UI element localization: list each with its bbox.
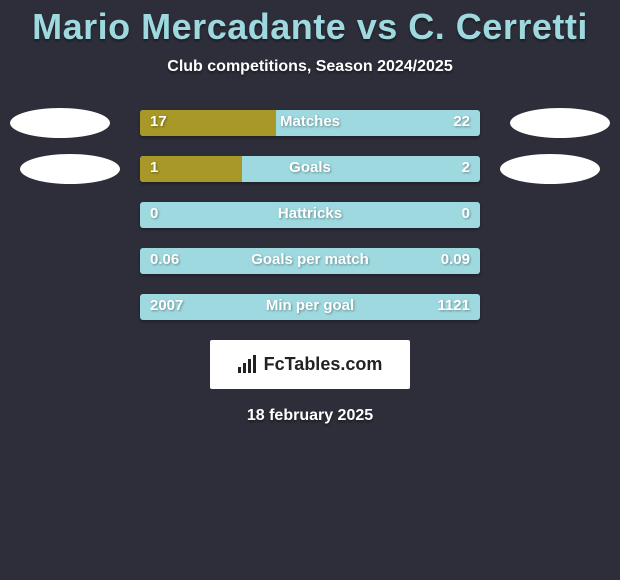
stat-value-right: 0.09	[441, 251, 470, 268]
stat-bar: 0Hattricks0	[140, 202, 480, 228]
stat-bar: 2007Min per goal1121	[140, 294, 480, 320]
stat-bar-fill	[140, 110, 276, 136]
stat-value-right: 0	[462, 205, 470, 222]
stat-value-left: 0	[150, 205, 158, 222]
stat-row: 0.06Goals per match0.09	[0, 242, 620, 288]
player-marker-right	[510, 108, 610, 138]
stat-row: 2007Min per goal1121	[0, 288, 620, 334]
stat-bar: 0.06Goals per match0.09	[140, 248, 480, 274]
comparison-infographic: Mario Mercadante vs C. Cerretti Club com…	[0, 0, 620, 580]
date-label: 18 february 2025	[0, 407, 620, 425]
stat-label: Hattricks	[140, 205, 480, 222]
stat-bar: 1Goals2	[140, 156, 480, 182]
stat-value-right: 1121	[437, 297, 470, 314]
player-marker-right	[500, 154, 600, 184]
source-logo: FcTables.com	[210, 340, 411, 389]
stat-row: 17Matches22	[0, 104, 620, 150]
stat-label: Min per goal	[140, 297, 480, 314]
stat-value-right: 22	[453, 113, 470, 130]
stat-rows: 17Matches22 1Goals2 0Hattricks0 0.06Goals p…	[0, 104, 620, 334]
page-subtitle: Club competitions, Season 2024/2025	[0, 58, 620, 76]
page-title: Mario Mercadante vs C. Cerretti	[0, 0, 620, 48]
logo-text: FcTables.com	[264, 354, 383, 374]
bars-icon	[238, 355, 258, 373]
stat-row: 1Goals2	[0, 150, 620, 196]
stat-bar-fill	[140, 156, 242, 182]
player-marker-left	[20, 154, 120, 184]
stat-row: 0Hattricks0	[0, 196, 620, 242]
stat-bar: 17Matches22	[140, 110, 480, 136]
stat-value-right: 2	[462, 159, 470, 176]
player-marker-left	[10, 108, 110, 138]
stat-value-left: 2007	[150, 297, 183, 314]
stat-label: Goals per match	[140, 251, 480, 268]
stat-value-left: 0.06	[150, 251, 179, 268]
